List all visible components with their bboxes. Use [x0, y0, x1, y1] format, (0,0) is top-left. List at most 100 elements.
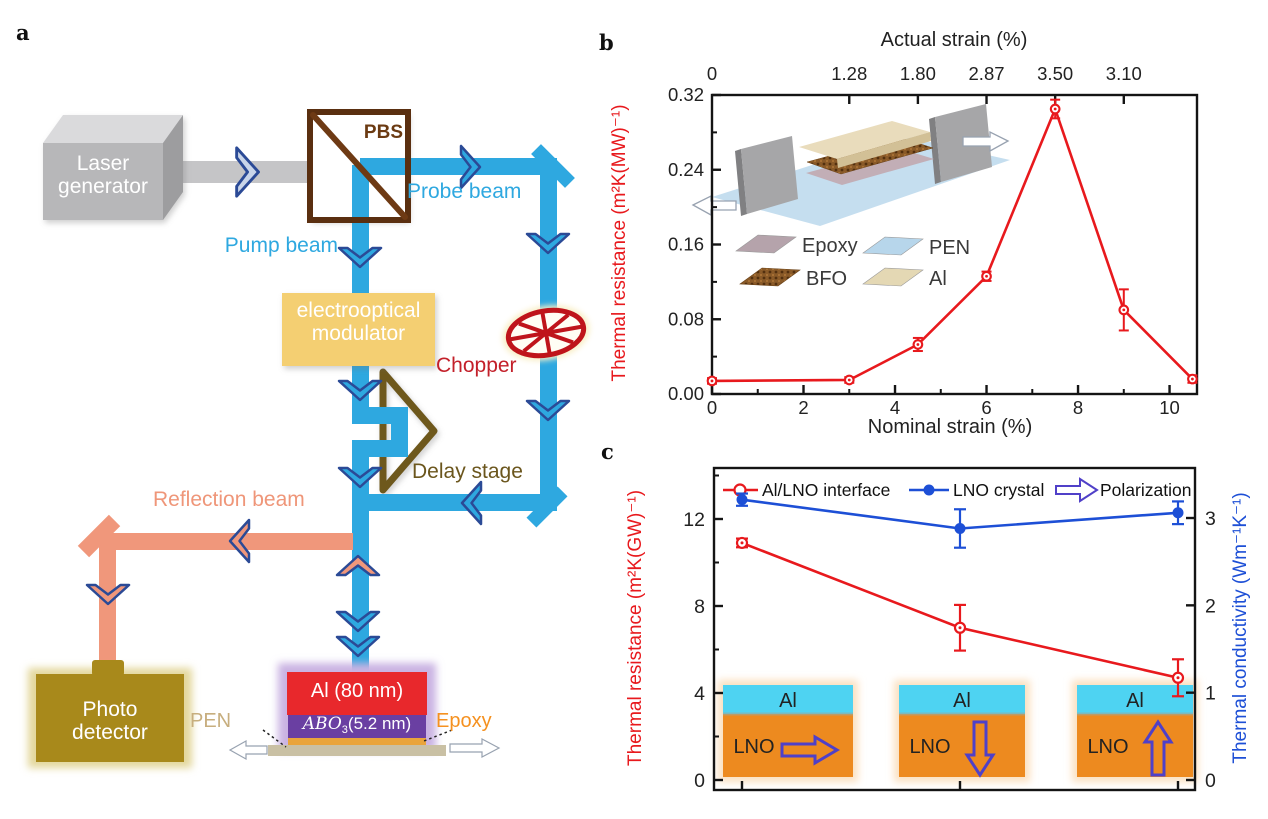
b-x-tick-label: 2 — [798, 397, 808, 418]
b-data-marker-dot — [985, 274, 988, 278]
b-top-tick-label: 0 — [707, 63, 717, 84]
b-x-tick-label: 10 — [1159, 397, 1180, 418]
mirror-bottom-right — [526, 486, 568, 528]
panel-c-letter: c — [601, 439, 614, 464]
inset-interface-line — [723, 712, 853, 716]
legend-label-BFO: BFO — [806, 268, 847, 290]
b-x-axis-title: Nominal strain (%) — [867, 416, 1033, 438]
pbs-label: PBS — [363, 122, 403, 143]
panel-b-letter: b — [599, 30, 614, 55]
pen-substrate — [268, 745, 446, 756]
reflection-beams — [99, 533, 353, 662]
right-clamp-edge — [929, 117, 941, 184]
inset-lno-label: LNO — [1087, 736, 1128, 758]
al-slab-front — [837, 132, 931, 168]
legend-label-Al: Al — [929, 268, 947, 290]
inset-lno-label: LNO — [733, 736, 774, 758]
b-x-tick-label: 8 — [1073, 397, 1083, 418]
al-layer-label: Al (80 nm) — [310, 680, 404, 702]
photo-detector-box — [36, 674, 184, 762]
inset-interface-line — [899, 712, 1025, 716]
inset-al-label: Al — [1126, 690, 1144, 712]
inset-al-layer — [723, 685, 853, 714]
inset-al-layer — [1077, 685, 1193, 714]
legend-swatch-Epoxy — [735, 234, 797, 254]
pen-label: PEN — [190, 710, 232, 732]
inset-al-label: Al — [953, 690, 971, 712]
stretch-arrow-right — [449, 738, 501, 758]
chopper-label: Chopper — [436, 354, 517, 377]
mirror-top-left — [77, 514, 121, 558]
c-left-tick-label: 4 — [694, 683, 705, 705]
inset-lno-label: LNO — [909, 736, 950, 758]
c-data-marker-dot — [1176, 676, 1180, 680]
b-data-marker-dot — [1122, 308, 1126, 312]
c-axes-box — [712, 466, 1197, 792]
epoxy-label: Epoxy — [436, 710, 492, 732]
b-top-tick-label: 1.80 — [900, 63, 936, 84]
c-right-tick-label: 1 — [1205, 683, 1216, 705]
chopper-wheel — [502, 305, 590, 361]
laser-generator-label-1: Laser — [76, 152, 130, 175]
b-y-axis-title: Thermal resistance (m²K(MW)⁻¹) — [609, 104, 631, 382]
probe-beam-label: Probe beam — [407, 180, 522, 203]
b-data-marker-dot — [1191, 377, 1194, 381]
polarization-arrow-right — [780, 734, 840, 766]
b-x-tick-label: 4 — [890, 397, 900, 418]
b-x-tick-label: 0 — [707, 397, 717, 418]
al-layer — [287, 672, 427, 715]
stretch-arrow-left — [228, 739, 268, 761]
pen-leader-line — [262, 729, 287, 748]
reflection-beam-label: Reflection beam — [153, 488, 305, 511]
pull-arrow-right — [962, 130, 1010, 153]
legend-label-crystal: LNO crystal — [953, 480, 1044, 500]
inset-interface-line — [1077, 712, 1193, 716]
left-clamp-edge — [735, 149, 747, 216]
b-top-tick-label: 2.87 — [969, 63, 1005, 84]
blue-beams — [352, 158, 557, 676]
legend-swatch-BFO — [739, 267, 801, 287]
photo-detector-stub — [92, 660, 124, 676]
delay-stage-label: Delay stage — [412, 460, 523, 483]
left-clamp — [741, 136, 798, 214]
eom-label-1: electrooptical — [296, 299, 421, 322]
legend-label-polarization: Polarization — [1100, 480, 1191, 500]
b-x-tick-label: 6 — [981, 397, 991, 418]
b-y-tick-label: 0.32 — [668, 84, 704, 105]
c-left-tick-label: 12 — [683, 509, 705, 531]
c-data-marker-dot — [958, 626, 962, 630]
abo3-sub: 3 — [341, 724, 348, 736]
mirror-top-right — [531, 144, 575, 188]
abo3-rest: (5.2 nm) — [347, 714, 412, 733]
c-right-tick-label: 0 — [1205, 770, 1216, 792]
legend-label-Epoxy: Epoxy — [802, 235, 858, 257]
laser-beam — [150, 161, 313, 183]
b-data-marker-dot — [916, 343, 920, 346]
c-data-marker-filled — [954, 522, 966, 534]
inset-lno-layer — [899, 714, 1025, 777]
epoxy-layer — [288, 738, 426, 745]
polarization-arrow-up — [1142, 719, 1174, 777]
legend-swatch-PEN — [862, 236, 924, 256]
photo-detector-label-1: Photo — [82, 698, 138, 721]
c-left-axis-title: Thermal resistance (m²K(GW)⁻¹) — [625, 489, 647, 766]
b-y-tick-label: 0.16 — [668, 234, 704, 255]
legend-marker-open-arrow — [1055, 477, 1099, 503]
b-y-tick-label: 0.00 — [668, 383, 704, 404]
b-data-marker-dot — [847, 378, 851, 382]
b-top-axis-title: Actual strain (%) — [880, 29, 1028, 51]
legend-label-PEN: PEN — [929, 237, 970, 259]
b-data-marker-dot — [1053, 107, 1057, 111]
inset-al-layer — [899, 685, 1025, 714]
stretch-inset-illustration — [691, 104, 1010, 226]
b-y-tick-label: 0.08 — [668, 308, 704, 329]
laser-generator-box — [43, 115, 183, 220]
b-top-tick-label: 3.10 — [1106, 63, 1142, 84]
al-slab-top — [799, 121, 930, 159]
legend-marker-filled-circle — [923, 484, 935, 496]
eom-box — [282, 293, 435, 366]
b-y-tick-label: 0.24 — [668, 159, 704, 180]
c-data-marker-filled — [736, 494, 748, 506]
